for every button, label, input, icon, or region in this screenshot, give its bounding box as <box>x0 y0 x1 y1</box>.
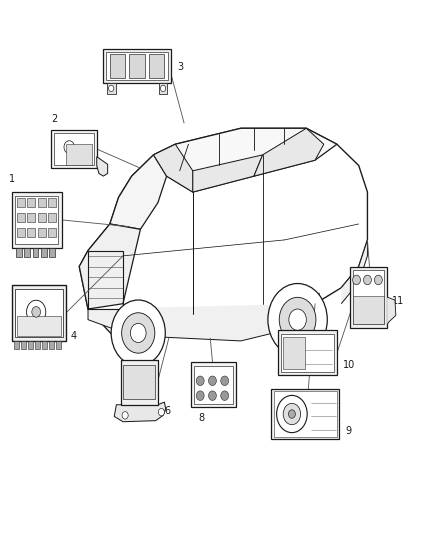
Circle shape <box>122 313 155 353</box>
Polygon shape <box>387 297 396 325</box>
Bar <box>38 228 46 237</box>
Bar <box>17 198 25 207</box>
Bar <box>130 54 145 78</box>
Bar <box>17 213 25 222</box>
Text: 2: 2 <box>51 114 57 124</box>
Circle shape <box>208 391 216 400</box>
Bar <box>27 213 35 222</box>
Bar <box>274 391 337 437</box>
Bar <box>278 330 337 375</box>
Bar <box>281 334 334 372</box>
Circle shape <box>353 275 360 285</box>
Polygon shape <box>153 128 337 192</box>
Bar <box>32 248 38 257</box>
Bar <box>48 228 56 237</box>
Polygon shape <box>193 155 263 192</box>
Bar <box>21 341 25 349</box>
Polygon shape <box>110 155 166 229</box>
Bar <box>12 192 62 248</box>
Text: 11: 11 <box>392 296 404 306</box>
Circle shape <box>122 411 128 419</box>
Bar <box>35 341 39 349</box>
Circle shape <box>279 297 316 342</box>
Circle shape <box>277 395 307 433</box>
Bar <box>38 213 46 222</box>
Polygon shape <box>341 240 367 304</box>
Bar <box>124 365 155 399</box>
Circle shape <box>158 408 164 416</box>
Circle shape <box>64 141 74 154</box>
Bar <box>283 337 305 369</box>
Bar <box>66 144 92 165</box>
Text: 6: 6 <box>164 406 170 416</box>
Bar <box>106 52 168 80</box>
Bar <box>353 270 384 324</box>
Bar <box>42 341 46 349</box>
Bar <box>15 289 63 337</box>
Bar <box>353 296 384 324</box>
Circle shape <box>283 403 300 425</box>
Bar <box>272 389 339 439</box>
Bar <box>27 198 35 207</box>
Bar <box>14 341 18 349</box>
Text: 4: 4 <box>71 330 77 341</box>
Circle shape <box>268 284 327 356</box>
Circle shape <box>288 410 295 418</box>
Polygon shape <box>107 83 116 94</box>
Bar <box>194 366 233 403</box>
Circle shape <box>364 275 371 285</box>
Polygon shape <box>79 224 141 309</box>
Polygon shape <box>153 144 193 192</box>
Bar <box>12 285 66 341</box>
Bar <box>48 213 56 222</box>
Polygon shape <box>159 83 167 94</box>
Text: 9: 9 <box>346 426 352 437</box>
Bar <box>15 196 58 244</box>
Bar <box>51 130 97 168</box>
Bar <box>16 248 21 257</box>
Bar <box>53 133 94 165</box>
Circle shape <box>196 376 204 385</box>
Text: 1: 1 <box>10 174 16 184</box>
Bar <box>103 49 171 83</box>
Circle shape <box>374 275 382 285</box>
Bar <box>56 341 60 349</box>
Bar <box>110 54 125 78</box>
Bar <box>17 316 60 336</box>
Circle shape <box>131 324 146 343</box>
Bar <box>149 54 164 78</box>
Polygon shape <box>97 157 108 176</box>
Text: 10: 10 <box>343 360 356 370</box>
Bar <box>24 248 30 257</box>
Text: 8: 8 <box>198 413 205 423</box>
Bar <box>49 341 53 349</box>
Bar <box>38 198 46 207</box>
Text: 3: 3 <box>177 62 184 72</box>
Bar <box>41 248 46 257</box>
Circle shape <box>111 300 165 366</box>
Bar <box>191 362 237 407</box>
Circle shape <box>196 391 204 400</box>
Circle shape <box>289 309 306 330</box>
Bar <box>121 360 158 405</box>
Circle shape <box>208 376 216 385</box>
Bar <box>17 228 25 237</box>
Circle shape <box>32 306 41 317</box>
Circle shape <box>27 300 46 324</box>
Polygon shape <box>254 128 324 176</box>
Polygon shape <box>88 304 315 341</box>
Polygon shape <box>114 402 166 422</box>
Circle shape <box>160 85 166 92</box>
Polygon shape <box>79 128 367 346</box>
Bar <box>28 341 32 349</box>
Circle shape <box>221 376 229 385</box>
Bar <box>27 228 35 237</box>
Circle shape <box>221 391 229 400</box>
Bar <box>49 248 55 257</box>
Circle shape <box>109 85 114 92</box>
Bar <box>350 266 387 328</box>
Bar <box>48 198 56 207</box>
